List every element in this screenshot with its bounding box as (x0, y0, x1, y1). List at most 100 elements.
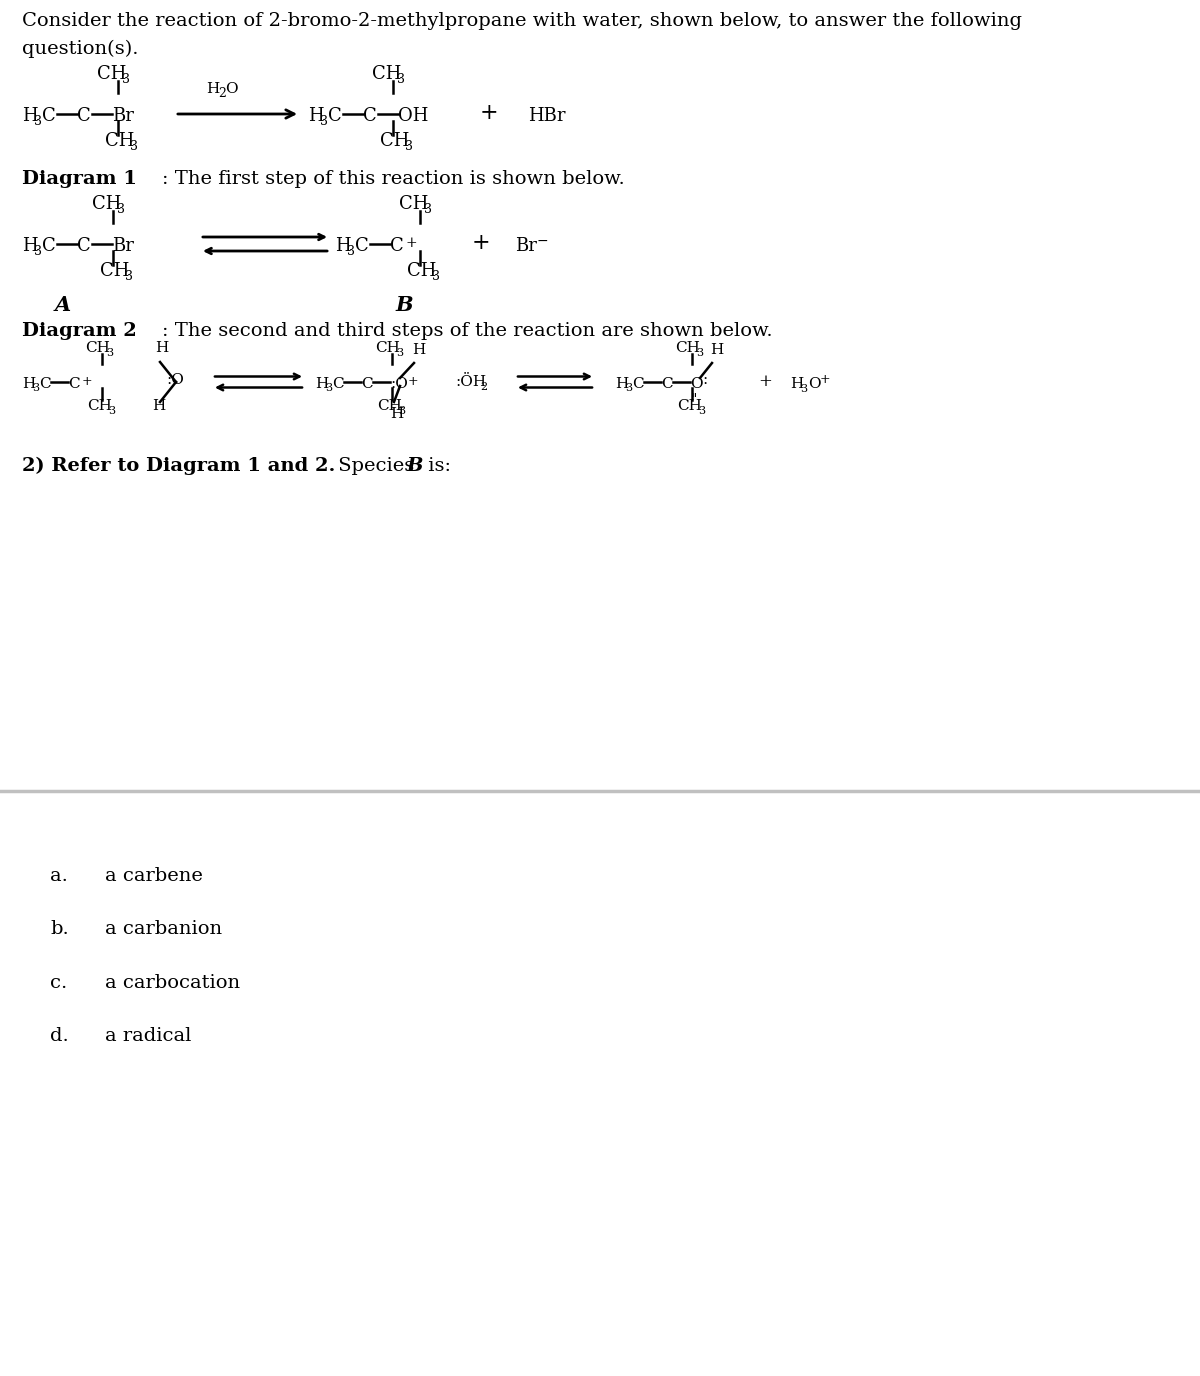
Text: Consider the reaction of 2-bromo-2-methylpropane with water, shown below, to ans: Consider the reaction of 2-bromo-2-methy… (22, 12, 1022, 30)
Text: HBr: HBr (528, 107, 565, 125)
Text: 3: 3 (397, 73, 406, 85)
Text: C: C (332, 377, 343, 391)
Text: H: H (152, 399, 166, 413)
Text: Diagram 2: Diagram 2 (22, 322, 137, 340)
Text: 3: 3 (32, 384, 40, 394)
Text: Species: Species (332, 457, 420, 475)
Text: C: C (42, 107, 55, 125)
Text: ": " (691, 394, 697, 407)
Text: +: + (406, 237, 418, 250)
Text: 3: 3 (320, 116, 328, 128)
Text: 3: 3 (325, 384, 332, 394)
Text: 3: 3 (800, 384, 808, 394)
Text: CH: CH (372, 65, 401, 83)
Text: 3: 3 (698, 406, 706, 416)
Text: 2: 2 (218, 87, 226, 100)
Text: 3: 3 (432, 270, 440, 283)
Text: 3: 3 (347, 245, 355, 259)
Text: CH: CH (88, 399, 112, 413)
Text: H: H (314, 377, 329, 391)
Text: a carbocation: a carbocation (106, 974, 240, 992)
Text: Br: Br (112, 107, 134, 125)
Text: 3: 3 (696, 348, 703, 358)
Text: C: C (328, 107, 342, 125)
Text: C: C (355, 237, 368, 255)
Text: :O: :O (166, 373, 184, 387)
Text: H: H (206, 83, 220, 96)
Text: CH: CH (377, 399, 402, 413)
Text: a.: a. (50, 867, 68, 885)
Text: a radical: a radical (106, 1026, 191, 1044)
Text: −: − (538, 234, 548, 248)
Text: 3: 3 (34, 245, 42, 259)
Text: O: O (808, 377, 821, 391)
Text: +: + (480, 102, 499, 124)
Text: +: + (408, 376, 419, 388)
Text: :: : (702, 373, 707, 387)
Text: +: + (820, 373, 830, 387)
Text: A: A (55, 294, 71, 315)
Text: B: B (406, 457, 422, 475)
Text: 3: 3 (398, 406, 406, 416)
Text: B: B (395, 294, 413, 315)
Text: H: H (335, 237, 350, 255)
Text: H: H (22, 377, 35, 391)
Text: 2: 2 (480, 383, 487, 392)
Text: CH: CH (100, 261, 130, 279)
Text: 3: 3 (406, 140, 413, 153)
Text: 3: 3 (106, 348, 113, 358)
Text: C: C (38, 377, 50, 391)
Text: CH: CH (407, 261, 437, 279)
Text: CH: CH (374, 341, 400, 355)
Text: CH: CH (674, 341, 700, 355)
Text: CH: CH (398, 195, 428, 213)
Text: +: + (758, 373, 772, 389)
Text: :O: :O (390, 377, 408, 391)
Text: O: O (690, 377, 703, 391)
Text: C: C (661, 377, 673, 391)
Text: 3: 3 (125, 270, 133, 283)
Text: C: C (632, 377, 643, 391)
Text: H: H (390, 407, 403, 421)
Text: : The first step of this reaction is shown below.: : The first step of this reaction is sho… (162, 171, 625, 189)
Text: C: C (77, 107, 91, 125)
Text: 3: 3 (34, 116, 42, 128)
Text: :ÖH: :ÖH (455, 376, 486, 389)
Text: Diagram 1: Diagram 1 (22, 171, 137, 189)
Text: +: + (472, 233, 491, 255)
Text: is:: is: (422, 457, 451, 475)
Text: 3: 3 (118, 204, 125, 216)
Text: C: C (77, 237, 91, 255)
Text: b.: b. (50, 921, 68, 938)
Text: 3: 3 (424, 204, 432, 216)
Text: CH: CH (677, 399, 702, 413)
Text: d.: d. (50, 1026, 68, 1044)
Text: Br: Br (112, 237, 134, 255)
Text: H: H (412, 343, 425, 356)
Text: a carbene: a carbene (106, 867, 203, 885)
Text: 3: 3 (396, 348, 403, 358)
Text: +: + (82, 376, 92, 388)
Text: c.: c. (50, 974, 67, 992)
Text: Br: Br (515, 237, 536, 255)
Text: CH: CH (106, 132, 134, 150)
Text: : The second and third steps of the reaction are shown below.: : The second and third steps of the reac… (162, 322, 773, 340)
Text: H: H (616, 377, 629, 391)
Text: 2) Refer to Diagram 1 and 2.: 2) Refer to Diagram 1 and 2. (22, 457, 335, 475)
Text: H: H (790, 377, 803, 391)
Text: CH: CH (380, 132, 409, 150)
Text: C: C (390, 237, 403, 255)
Text: C: C (361, 377, 373, 391)
Text: H: H (22, 107, 37, 125)
Text: O: O (226, 83, 238, 96)
Text: C: C (364, 107, 377, 125)
Text: H: H (710, 343, 724, 356)
Text: 3: 3 (108, 406, 115, 416)
Text: C: C (42, 237, 55, 255)
Text: CH: CH (97, 65, 126, 83)
Text: C: C (68, 377, 79, 391)
Text: 3: 3 (122, 73, 130, 85)
Text: question(s).: question(s). (22, 40, 138, 58)
Text: H: H (155, 341, 168, 355)
Text: OH: OH (398, 107, 428, 125)
